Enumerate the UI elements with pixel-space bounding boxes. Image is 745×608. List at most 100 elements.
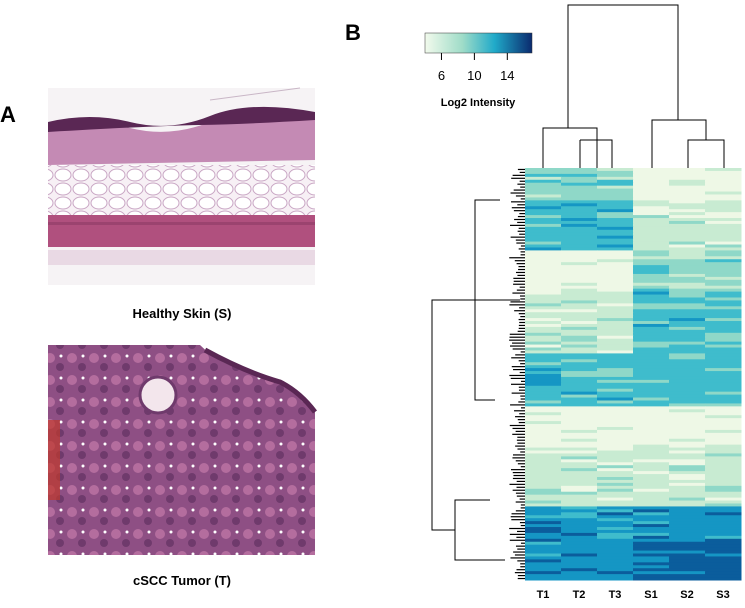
heatmap-cell — [525, 215, 562, 219]
heatmap-cell — [705, 374, 742, 378]
heatmap-cell — [633, 432, 670, 437]
heatmap-cell — [525, 353, 562, 357]
heatmap-cell — [669, 556, 706, 560]
heatmap-cell — [597, 432, 634, 437]
heatmap-cell — [561, 397, 598, 401]
heatmap-cell — [597, 409, 634, 413]
heatmap-cell — [525, 209, 562, 213]
heatmap-cell — [525, 468, 562, 472]
heatmap-cell — [525, 385, 562, 390]
heatmap-cell — [561, 318, 598, 322]
heatmap-cell — [525, 279, 562, 284]
heatmap-cell — [705, 406, 742, 410]
heatmap-cell — [669, 315, 706, 319]
heatmap-cell — [561, 262, 598, 266]
heatmap-cell — [525, 273, 562, 278]
heatmap-cell — [669, 312, 706, 316]
heatmap-cell — [525, 206, 562, 210]
heatmap-cell — [525, 203, 562, 207]
heatmap-cell — [525, 350, 562, 354]
heatmap-cell — [633, 535, 670, 540]
heatmap-cell — [597, 521, 634, 525]
heatmap-cell — [669, 477, 706, 481]
heatmap-cell — [525, 335, 562, 340]
heatmap-cell — [597, 244, 634, 248]
heatmap-cell — [525, 250, 562, 254]
heatmap-cell — [633, 556, 670, 560]
heatmap-cell — [597, 197, 634, 201]
heatmap-cell — [705, 409, 742, 413]
heatmap-cell — [633, 391, 670, 396]
heatmap-cell — [597, 547, 634, 552]
heatmap-cell — [633, 512, 670, 516]
heatmap-cell — [669, 176, 706, 181]
heatmap-cell — [633, 488, 670, 493]
heatmap-cell — [633, 335, 670, 340]
heatmap-cell — [669, 194, 706, 198]
heatmap-cell — [633, 441, 670, 446]
heatmap-cell — [525, 212, 562, 216]
heatmap-cell — [525, 291, 562, 296]
heatmap-cell — [705, 394, 742, 399]
heatmap-cell — [561, 323, 598, 328]
heatmap-cell — [669, 282, 706, 287]
heatmap-cell — [705, 203, 742, 207]
heatmap-cell — [561, 518, 598, 522]
heatmap-cell — [633, 459, 670, 463]
heatmap-cell — [597, 529, 634, 534]
heatmap-cell — [597, 312, 634, 316]
heatmap-cell — [597, 471, 634, 475]
heatmap-cell — [669, 374, 706, 378]
heatmap-cell — [705, 365, 742, 369]
heatmap-cell — [633, 547, 670, 552]
heatmap-cell — [597, 356, 634, 360]
heatmap-cell — [561, 482, 598, 487]
heatmap-cell — [525, 191, 562, 195]
heatmap-cell — [597, 256, 634, 260]
heatmap-cell — [633, 568, 670, 572]
heatmap-cell — [525, 276, 562, 281]
heatmap-cell — [525, 459, 562, 463]
heatmap — [525, 168, 742, 581]
heatmap-cell — [705, 424, 742, 428]
heatmap-cell — [669, 188, 706, 193]
heatmap-cell — [669, 544, 706, 549]
heatmap-cell — [705, 300, 742, 304]
column-label: S2 — [680, 589, 693, 601]
heatmap-cell — [669, 218, 706, 222]
heatmap-cell — [525, 465, 562, 469]
heatmap-cell — [597, 188, 634, 193]
heatmap-cell — [561, 374, 598, 378]
heatmap-cell — [669, 462, 706, 466]
heatmap-cell — [525, 321, 562, 325]
heatmap-cell — [597, 168, 634, 172]
heatmap-cell — [561, 444, 598, 449]
heatmap-cell — [597, 418, 634, 422]
heatmap-cell — [597, 306, 634, 310]
heatmap-cell — [561, 194, 598, 198]
heatmap-cell — [705, 173, 742, 178]
heatmap-cell — [705, 527, 742, 531]
heatmap-cell — [705, 556, 742, 560]
heatmap-cell — [597, 388, 634, 393]
heatmap-cell — [561, 344, 598, 349]
heatmap-cell — [705, 350, 742, 354]
heatmap-cell — [525, 312, 562, 316]
heatmap-cell — [525, 479, 562, 484]
heatmap-cell — [597, 241, 634, 246]
heatmap-cell — [669, 497, 706, 502]
heatmap-cell — [705, 229, 742, 234]
heatmap-cell — [525, 341, 562, 346]
heatmap-cell — [561, 491, 598, 496]
heatmap-cell — [561, 176, 598, 181]
heatmap-cell — [597, 315, 634, 319]
heatmap-cell — [705, 538, 742, 543]
heatmap-cell — [525, 176, 562, 181]
heatmap-cell — [705, 541, 742, 546]
heatmap-cell — [561, 382, 598, 387]
heatmap-cell — [705, 176, 742, 181]
heatmap-cell — [705, 450, 742, 454]
heatmap-cell — [705, 385, 742, 390]
caption: Healthy Skin (S) — [133, 306, 232, 321]
heatmap-cell — [633, 218, 670, 222]
